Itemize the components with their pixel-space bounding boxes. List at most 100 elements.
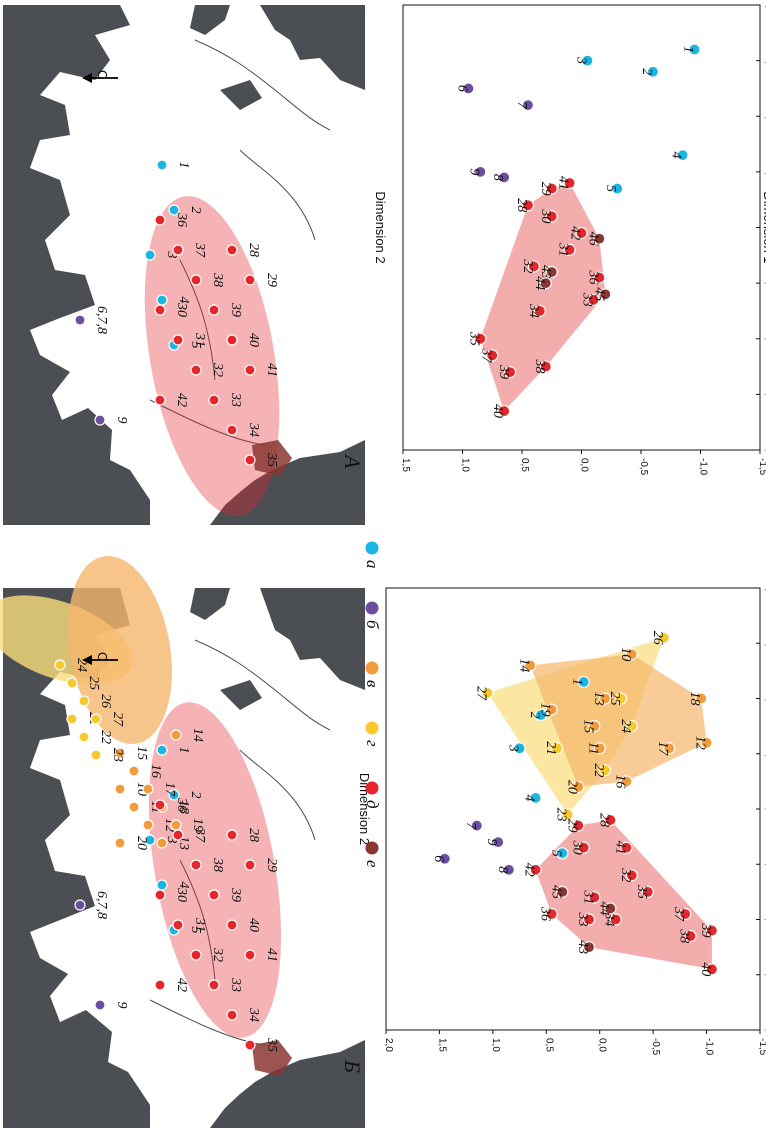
legend-label-g: г <box>363 740 382 747</box>
data-label-1: 1 <box>570 678 585 685</box>
map-marker-37 <box>172 829 184 841</box>
map-label-38: 38 <box>210 272 225 287</box>
data-label-6: 6 <box>454 85 469 92</box>
x-tick-label: -2,0 <box>763 579 766 597</box>
map-top-north-label: С <box>95 70 110 79</box>
data-label-23: 23 <box>554 808 569 822</box>
map-marker-34 <box>226 1009 238 1021</box>
data-point-31 <box>588 891 601 904</box>
y-tick-label: 1,0 <box>460 458 471 472</box>
map-marker-32 <box>190 949 202 961</box>
data-label-22: 22 <box>591 763 606 777</box>
map-marker-2 <box>168 789 180 801</box>
data-label-44: 44 <box>596 901 611 915</box>
data-point-30 <box>545 210 558 223</box>
data-label-2: 2 <box>639 68 654 75</box>
data-point-7 <box>521 99 535 112</box>
data-label-8: 8 <box>495 866 510 873</box>
map-marker-29 <box>244 859 256 871</box>
map-label-42: 42 <box>174 393 189 407</box>
data-label-33: 33 <box>575 912 590 927</box>
y-tick-label: -1,0 <box>704 1038 715 1056</box>
map-label-4: 4 <box>176 882 191 889</box>
x-tick-label: 2,0 <box>763 1023 766 1037</box>
y-tick-label: 1,5 <box>436 1038 447 1052</box>
legend-swatch-a <box>365 541 379 555</box>
scatter-plot-bottom: -1,5 -1,0 -0,5 0,0 0,5 1,0 1,5 2,0 -2,0 -1,5 -1,0 -… <box>357 579 766 1055</box>
data-label-37: 37 <box>478 347 493 363</box>
x-tick-label: -1,0 <box>763 690 766 708</box>
data-label-27: 27 <box>474 686 489 701</box>
data-point-44 <box>539 277 552 290</box>
map-label-29: 29 <box>264 858 279 872</box>
map-marker-36 <box>154 214 166 226</box>
data-point-5 <box>556 847 569 860</box>
map-marker-26 <box>78 695 90 707</box>
map-top-coast <box>149 39 331 446</box>
map-marker-3 <box>144 834 156 846</box>
y-tick-label: -0,5 <box>650 1038 661 1056</box>
data-label-28: 28 <box>514 198 529 212</box>
data-point-43 <box>582 941 596 954</box>
map-bottom-land-south <box>3 588 150 1128</box>
data-label-29: 29 <box>564 819 579 833</box>
map-label-27: 27 <box>110 712 125 727</box>
data-point-21 <box>550 742 564 755</box>
map-bottom-dark-region <box>252 1040 292 1076</box>
x-tick-label: 0,5 <box>763 857 766 871</box>
map-label-1: 1 <box>176 747 191 754</box>
map-marker-11 <box>128 801 140 813</box>
map-top-land-sea <box>210 440 365 525</box>
data-label-18: 18 <box>687 692 702 706</box>
legend-swatch-v <box>365 661 379 675</box>
data-label-3: 3 <box>573 56 588 64</box>
data-point-27 <box>481 686 494 700</box>
map-label-17: 17 <box>162 782 177 797</box>
data-label-24: 24 <box>618 719 633 733</box>
map-label-40: 40 <box>246 918 261 932</box>
map-bottom: С Б 123456,7,891011121314151617181920212… <box>0 556 365 1128</box>
x-tick-label: -2,0 <box>763 0 766 14</box>
y-tick-label: 0,0 <box>579 458 590 472</box>
data-label-43: 43 <box>575 940 590 954</box>
legend-label-e: е <box>363 860 382 868</box>
data-label-7: 7 <box>463 822 478 830</box>
data-label-42: 42 <box>568 226 583 240</box>
data-label-1: 1 <box>681 46 696 53</box>
data-label-39: 39 <box>496 364 511 379</box>
legend-swatch-e <box>365 841 379 855</box>
data-label-42: 42 <box>522 863 537 877</box>
map-label-28: 28 <box>246 243 261 257</box>
data-label-32: 32 <box>520 258 535 273</box>
data-label-2: 2 <box>527 712 542 719</box>
data-label-20: 20 <box>564 780 579 794</box>
map-label-22: 22 <box>98 730 113 744</box>
data-label-5: 5 <box>603 185 618 192</box>
data-label-33: 33 <box>579 292 594 307</box>
map-bottom-land-north <box>190 588 365 710</box>
map-top-land-south <box>3 5 150 525</box>
data-label-38: 38 <box>677 928 692 943</box>
data-label-17: 17 <box>655 741 670 756</box>
data-point-19 <box>545 703 558 716</box>
map-marker-33 <box>208 979 220 991</box>
y-axis-label: Dimension 2 <box>373 191 388 263</box>
map-label-1: 1 <box>176 162 191 169</box>
legend-swatch-g <box>365 721 379 735</box>
map-top-north-arrowhead <box>82 73 92 83</box>
data-label-8: 8 <box>490 174 505 181</box>
map-marker-16 <box>128 765 140 777</box>
data-point-44 <box>604 902 617 915</box>
map-label-9: 9 <box>114 417 129 424</box>
map-marker-42 <box>154 979 166 991</box>
data-label-11: 11 <box>586 742 601 755</box>
map-marker-24 <box>54 659 66 671</box>
data-point-5 <box>611 182 624 195</box>
data-label-14: 14 <box>516 658 531 672</box>
data-point-38 <box>684 929 697 943</box>
map-marker-3 <box>144 249 156 261</box>
data-point-45 <box>556 885 569 898</box>
x-tick-label: 1,5 <box>763 968 766 982</box>
map-marker-25 <box>66 677 78 689</box>
